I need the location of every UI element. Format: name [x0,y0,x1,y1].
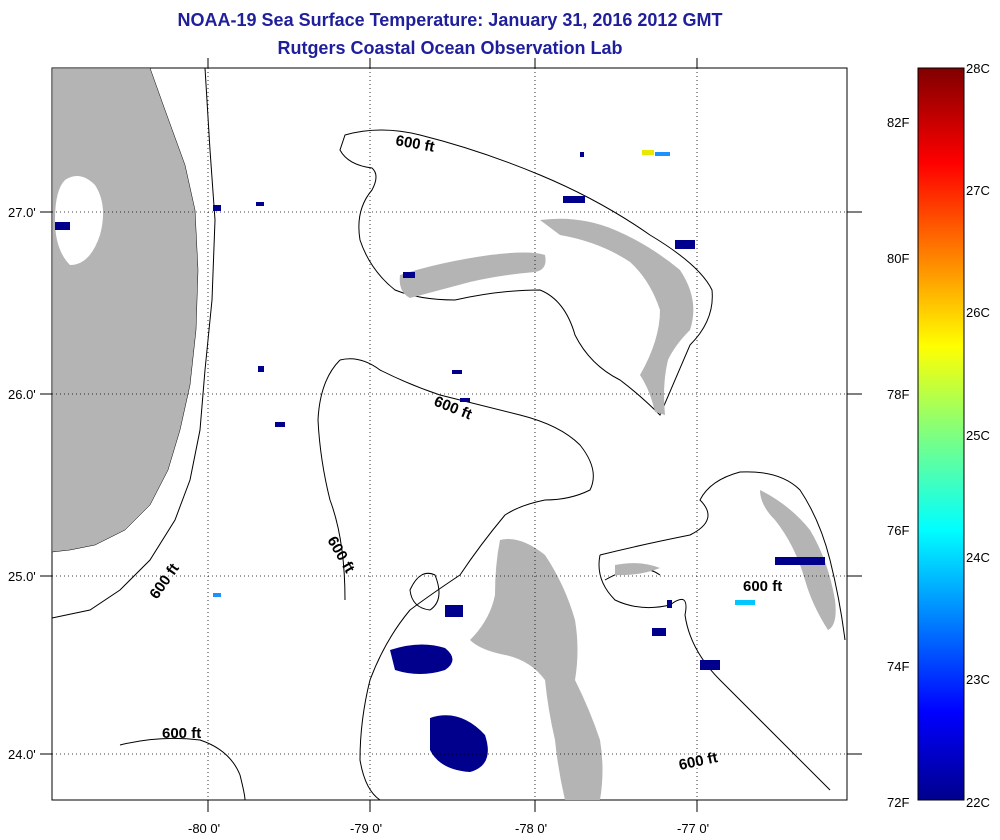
contour-label: 600 ft [743,578,782,595]
lon-label: -79 0' [350,821,382,836]
grand-bahama-contour [339,129,713,416]
exuma-land [615,563,660,576]
lat-label: 27.0' [8,205,36,220]
colorbar-c-label: 23C [966,672,990,687]
map-title: NOAA-19 Sea Surface Temperature: January… [177,10,723,30]
lon-label: -80 0' [188,821,220,836]
andros-land [470,539,603,800]
colorbar-c-label: 25C [966,428,990,443]
sst-patches [55,152,825,772]
colorbar-f-label: 80F [887,251,909,266]
colorbar-c-label: 28C [966,61,990,76]
colorbar-c-label: 27C [966,183,990,198]
colorbar-c-label: 22C [966,795,990,810]
colorbar-f-label: 76F [887,523,909,538]
colorbar-f-label: 72F [887,795,909,810]
colorbar-c-label: 24C [966,550,990,565]
colorbar-f-label: 78F [887,387,909,402]
graticule [52,68,847,800]
eleuthera-land [760,490,836,630]
grand-bahama-land [399,252,546,298]
colorbar-f-label: 82F [887,115,909,130]
lat-label: 26.0' [8,387,36,402]
lon-label: -78 0' [515,821,547,836]
abaco-land [540,218,694,415]
map-subtitle: Rutgers Coastal Ocean Observation Lab [277,38,623,58]
tick-marks [40,58,862,812]
warm-sst-patches [213,150,755,605]
south-contour [119,737,246,801]
lake-okeechobee [55,176,104,265]
colorbar-c-label: 26C [966,305,990,320]
lat-label: 24.0' [8,747,36,762]
contour-label: 600 ft [162,725,201,742]
colorbar-f-label: 74F [887,659,909,674]
lon-label: -77 0' [677,821,709,836]
colorbar [917,67,965,801]
cay-sal-contour [409,572,440,611]
lat-label: 25.0' [8,569,36,584]
contour-label: 600 ft [394,132,436,156]
